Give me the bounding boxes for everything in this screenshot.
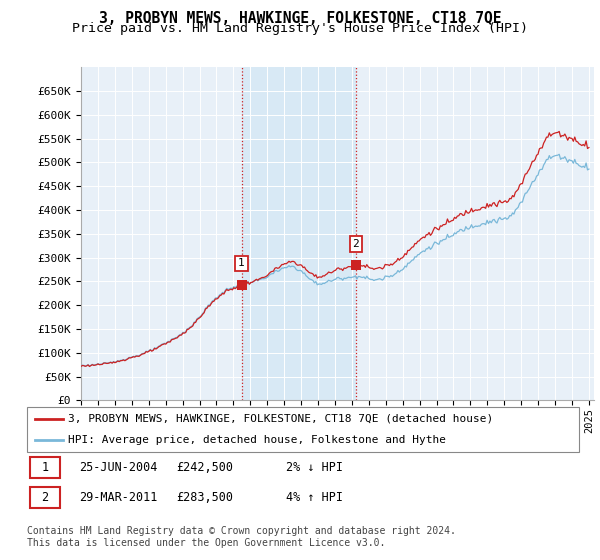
FancyBboxPatch shape [30,487,60,508]
Text: 3, PROBYN MEWS, HAWKINGE, FOLKESTONE, CT18 7QE (detached house): 3, PROBYN MEWS, HAWKINGE, FOLKESTONE, CT… [68,414,494,424]
Text: 29-MAR-2011: 29-MAR-2011 [79,491,158,504]
Text: 2: 2 [41,491,49,504]
Text: 1: 1 [41,461,49,474]
FancyBboxPatch shape [27,407,579,452]
Text: 1: 1 [238,258,245,268]
Text: 3, PROBYN MEWS, HAWKINGE, FOLKESTONE, CT18 7QE: 3, PROBYN MEWS, HAWKINGE, FOLKESTONE, CT… [99,11,501,26]
Text: Price paid vs. HM Land Registry's House Price Index (HPI): Price paid vs. HM Land Registry's House … [72,22,528,35]
FancyBboxPatch shape [30,457,60,478]
Text: 4% ↑ HPI: 4% ↑ HPI [286,491,343,504]
Text: £242,500: £242,500 [176,461,233,474]
Bar [242,67,356,400]
Text: £283,500: £283,500 [176,491,233,504]
Text: 2: 2 [353,239,359,249]
Text: 2% ↓ HPI: 2% ↓ HPI [286,461,343,474]
Text: Contains HM Land Registry data © Crown copyright and database right 2024.
This d: Contains HM Land Registry data © Crown c… [27,526,456,548]
Text: 25-JUN-2004: 25-JUN-2004 [79,461,158,474]
Text: HPI: Average price, detached house, Folkestone and Hythe: HPI: Average price, detached house, Folk… [68,435,446,445]
